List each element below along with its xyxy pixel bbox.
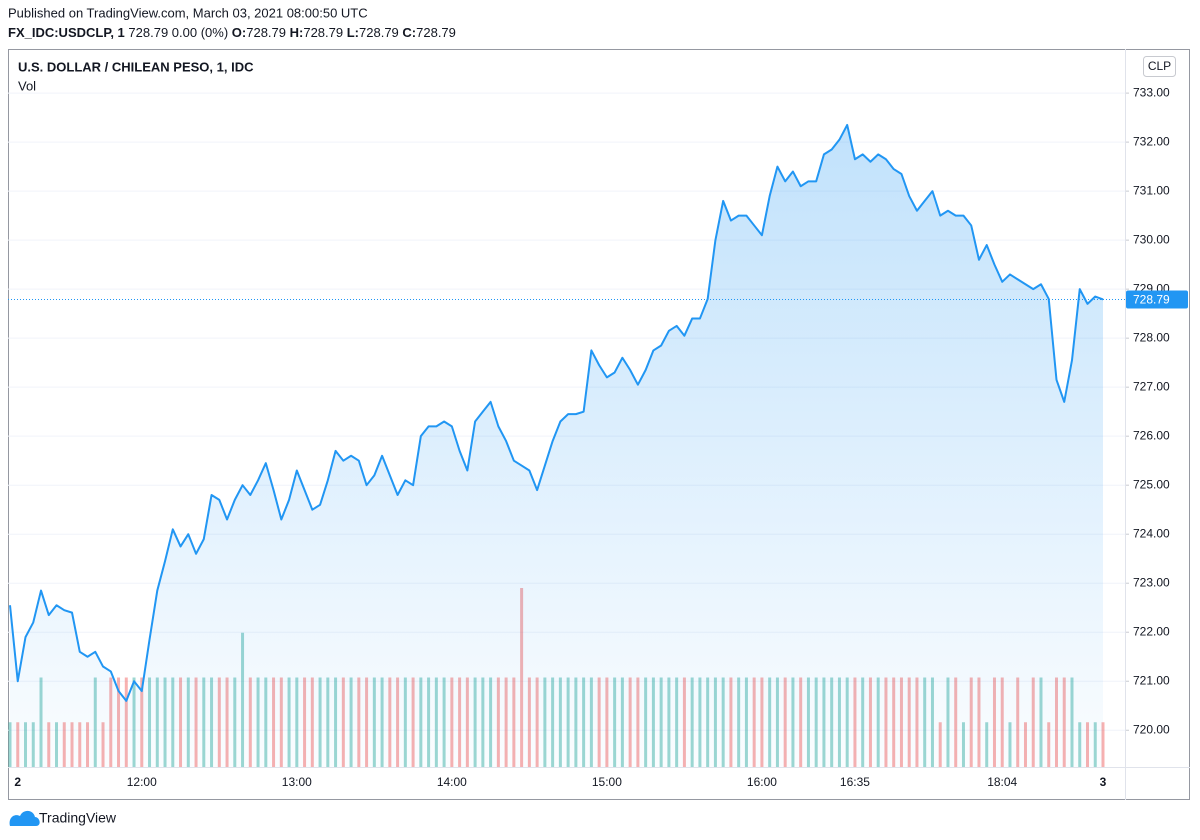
ohlc-value: 728.79: [246, 25, 286, 40]
y-tick-label: 722.00: [1133, 624, 1170, 638]
y-tick-label: 725.00: [1133, 477, 1170, 491]
brand-logo: TradingView: [9, 810, 117, 826]
x-tick-label: 13:00: [282, 775, 312, 789]
x-tick-label: 2: [14, 775, 21, 789]
ohlc-label: O:: [232, 25, 246, 40]
x-tick-label: 15:00: [592, 775, 622, 789]
y-tick-label: 721.00: [1133, 673, 1170, 687]
price-line: [9, 123, 1104, 702]
ohlc-label: C:: [402, 25, 416, 40]
currency-button[interactable]: [1143, 56, 1176, 77]
ohlc-value: 728.79: [416, 25, 456, 40]
y-tick-label: 724.00: [1133, 526, 1170, 540]
volume-label: Vol: [18, 78, 36, 93]
last-price-label: 728.79: [1133, 293, 1170, 307]
ohlc-value: 728.79: [303, 25, 343, 40]
x-tick-label: 18:04: [987, 775, 1017, 789]
y-tick-label: 726.00: [1133, 428, 1170, 442]
brand-name: TradingView: [39, 810, 117, 826]
y-tick-label: 723.00: [1133, 575, 1170, 589]
logo-icon: [9, 810, 40, 826]
ohlc-label: H:: [290, 25, 304, 40]
y-tick-label: 731.00: [1133, 183, 1170, 197]
published-note: Published on TradingView.com, March 03, …: [8, 5, 368, 20]
x-tick-label: 12:00: [127, 775, 157, 789]
currency-label[interactable]: CLP: [1148, 59, 1171, 73]
area-fill: [10, 124, 1103, 768]
y-tick-label: 732.00: [1133, 134, 1170, 148]
x-tick-label: 3: [1100, 775, 1107, 789]
ohlc-line: FX_IDC:USDCLP, 1 728.79 0.00 (0%) O:728.…: [8, 25, 456, 40]
y-tick-label: 720.00: [1133, 722, 1170, 736]
ohlc-value: 728.79: [359, 25, 399, 40]
last-price-box: [1126, 290, 1188, 309]
chart-title: U.S. DOLLAR / CHILEAN PESO, 1, IDC: [18, 59, 254, 74]
y-tick-label: 727.00: [1133, 379, 1170, 393]
x-tick-label: 16:00: [747, 775, 777, 789]
x-tick-label: 16:35: [840, 775, 870, 789]
y-tick-label: 733.00: [1133, 85, 1170, 99]
y-tick-label: 728.00: [1133, 330, 1170, 344]
y-tick-label: 730.00: [1133, 232, 1170, 246]
ohlc-label: L:: [347, 25, 359, 40]
symbol: FX_IDC:USDCLP, 1: [8, 25, 125, 40]
change: 728.79 0.00 (0%): [128, 25, 228, 40]
x-tick-label: 14:00: [437, 775, 467, 789]
